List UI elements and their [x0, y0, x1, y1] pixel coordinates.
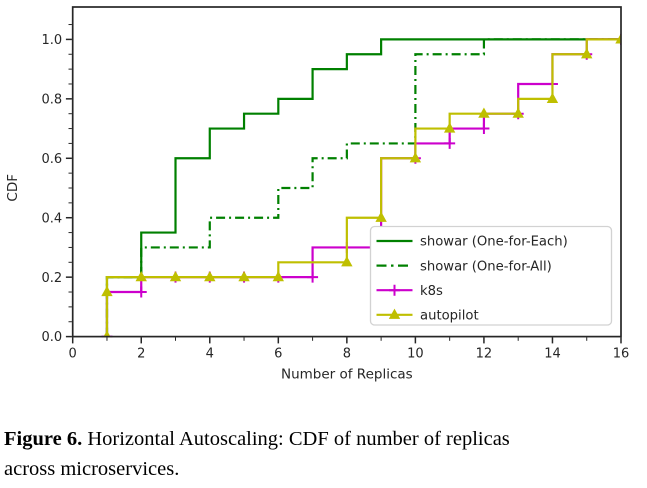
- y-tick-label: 1.0: [42, 33, 63, 48]
- figure-caption-label: Figure 6.: [4, 428, 83, 450]
- x-tick-label: 6: [274, 347, 282, 362]
- legend-item-showar-one-for-all-: showar (One-for-All): [376, 259, 552, 274]
- series-line-showar-one-for-each-: [105, 38, 621, 337]
- cdf-chart: 0 2 4 6 8 10 12 14 16 0.0 0.2 0.4 0.6 0.8 1.0 Number of…: [5, 6, 630, 383]
- legend-label: autopilot: [420, 309, 479, 324]
- figure-caption-text-line2: across microservices.: [4, 458, 180, 480]
- x-tick-label: 14: [544, 347, 561, 362]
- y-tick-label: 0.8: [42, 92, 63, 107]
- x-tick-label: 0: [69, 347, 77, 362]
- figure-caption: Figure 6. Horizontal Autoscaling: CDF of…: [4, 424, 646, 484]
- legend-item-autopilot: autopilot: [376, 309, 479, 324]
- y-axis-label: CDF: [5, 174, 21, 202]
- x-tick-label: 12: [476, 347, 493, 362]
- x-axis-label: Number of Replicas: [281, 367, 413, 383]
- series-group: [101, 33, 621, 338]
- y-tick-label: 0.2: [42, 271, 63, 286]
- y-tick-label: 0.6: [42, 152, 63, 167]
- legend: showar (One-for-Each) showar (One-for-All…: [369, 225, 613, 326]
- plot-spines: [71, 6, 622, 338]
- x-tick-label: 8: [343, 347, 351, 362]
- cdf-chart-container: 0 2 4 6 8 10 12 14 16 0.0 0.2 0.4 0.6 0.8 1.0 Number of…: [5, 6, 630, 383]
- legend-label: showar (One-for-Each): [420, 235, 568, 250]
- legend-item-showar-one-for-each-: showar (One-for-Each): [376, 235, 568, 250]
- series-line-autopilot: [105, 38, 621, 337]
- legend-item-k8s: k8s: [376, 284, 443, 299]
- y-tick-label: 0.0: [42, 330, 63, 345]
- legend-frame: [369, 225, 613, 326]
- tick-labels: 0 2 4 6 8 10 12 14 16 0.0 0.2 0.4 0.6 0.8 1.0: [42, 33, 630, 362]
- x-tick-label: 4: [206, 347, 214, 362]
- legend-label: k8s: [420, 284, 443, 299]
- series-line-showar-one-for-all-: [105, 38, 621, 337]
- axis-ticks: [65, 24, 622, 344]
- autopilot-triangle-markers: [101, 33, 621, 338]
- x-tick-label: 10: [407, 347, 424, 362]
- legend-label: showar (One-for-All): [420, 259, 552, 274]
- y-tick-label: 0.4: [42, 211, 63, 226]
- x-tick-label: 16: [613, 347, 630, 362]
- figure-caption-text-line1: Horizontal Autoscaling: CDF of number of…: [82, 428, 510, 450]
- x-tick-label: 2: [137, 347, 145, 362]
